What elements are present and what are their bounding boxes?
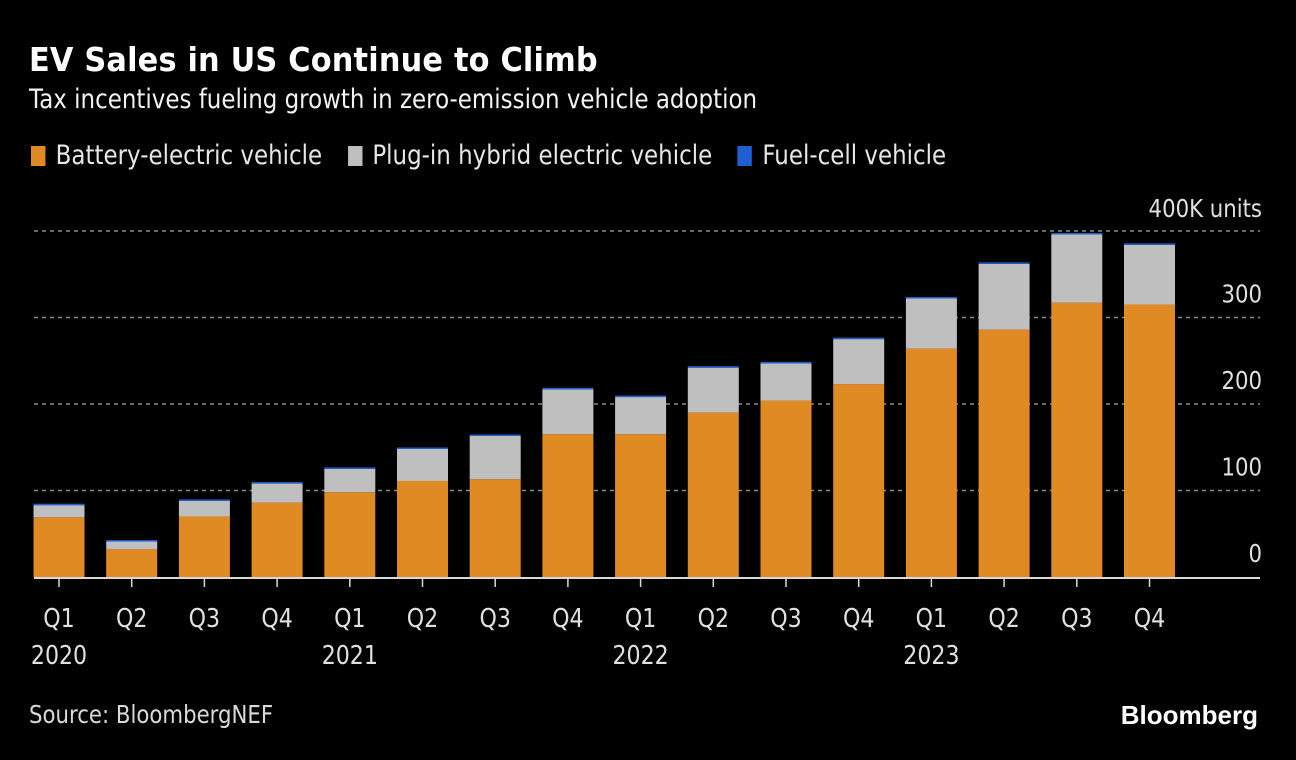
x-tick-label: Q4 xyxy=(843,603,874,633)
bar-fcv xyxy=(687,366,739,368)
x-year-label: 2023 xyxy=(903,640,959,670)
bar-bev xyxy=(397,480,448,577)
bar-fcv xyxy=(469,434,521,437)
bar-bev xyxy=(978,329,1030,577)
bar-phev xyxy=(978,263,1030,330)
bar-bev xyxy=(178,516,230,577)
source-note: Source: BloombergNEF xyxy=(29,700,274,729)
chart-subtitle: Tax incentives fueling growth in zero-em… xyxy=(29,84,758,115)
bloomberg-logo: Bloomberg xyxy=(1120,700,1258,730)
bar-phev xyxy=(469,436,521,480)
bar-fcv xyxy=(978,262,1030,264)
bar-fcv xyxy=(178,499,230,501)
bar-bev xyxy=(324,492,376,577)
bar-bev xyxy=(106,549,158,577)
x-year-label: 2022 xyxy=(613,640,669,670)
bar-bev xyxy=(687,412,739,577)
legend-label-fcv: Fuel-cell vehicle xyxy=(762,140,947,171)
bar-bev xyxy=(1051,302,1103,577)
x-axis: Q1 2020 Q2 Q3 Q4 Q1 2021 Q2 Q3 Q4 Q1 2022 Q2 Q3 Q4 Q1 20… xyxy=(31,577,1260,670)
bar-fcv xyxy=(1124,243,1175,245)
bar-fcv xyxy=(542,387,594,390)
bar-fcv xyxy=(1051,232,1103,235)
bar-phev xyxy=(542,389,594,435)
legend-swatch-fcv xyxy=(737,145,753,166)
legend-label-phev: Plug-in hybrid electric vehicle xyxy=(372,140,713,171)
x-tick-label: Q1 xyxy=(916,603,947,633)
bar-bev xyxy=(1124,304,1175,577)
bar-phev xyxy=(397,448,448,481)
bar-fcv xyxy=(251,482,303,484)
bar-fcv xyxy=(397,447,448,449)
bar-bev xyxy=(251,502,303,577)
bar-bev xyxy=(469,479,521,577)
x-tick-label: Q4 xyxy=(1134,603,1165,633)
x-tick-label: Q2 xyxy=(698,603,729,633)
x-tick-label: Q4 xyxy=(552,603,583,633)
y-axis-labels: 0 100 200 300 400K units xyxy=(1149,194,1262,568)
x-tick-label: Q1 xyxy=(334,603,365,633)
bar-fcv xyxy=(106,540,158,542)
legend-label-bev: Battery-electric vehicle xyxy=(55,140,323,171)
bar-phev xyxy=(324,468,376,493)
x-tick-label: Q1 xyxy=(43,603,74,633)
y-tick-label: 0 xyxy=(1248,539,1262,568)
bar-phev xyxy=(251,483,303,503)
bar-bev xyxy=(833,384,885,577)
bar-phev xyxy=(760,363,812,401)
y-tick-label: 100 xyxy=(1221,453,1262,482)
bar-fcv xyxy=(33,503,85,506)
x-year-label: 2020 xyxy=(31,640,87,670)
bar-phev xyxy=(615,397,667,435)
bar-phev xyxy=(1051,234,1103,303)
legend-swatch-phev xyxy=(347,145,363,166)
bar-phev xyxy=(33,505,85,518)
x-tick-label: Q3 xyxy=(770,603,801,633)
bar-phev xyxy=(905,298,957,349)
legend-item-bev: Battery-electric vehicle xyxy=(31,140,322,171)
chart-title: EV Sales in US Continue to Climb xyxy=(29,40,598,79)
x-year-label: 2021 xyxy=(322,640,378,670)
bar-bev xyxy=(615,434,667,577)
x-tick-label: Q3 xyxy=(479,603,510,633)
legend-item-fcv: Fuel-cell vehicle xyxy=(737,140,947,171)
y-tick-label: 300 xyxy=(1221,280,1262,309)
bar-phev xyxy=(687,367,739,413)
bar-phev xyxy=(106,541,158,550)
x-tick-label: Q3 xyxy=(1061,603,1092,633)
x-tick-label: Q3 xyxy=(189,603,220,633)
x-tick-label: Q2 xyxy=(988,603,1019,633)
bar-bev xyxy=(33,517,85,577)
bar-bev xyxy=(905,348,957,577)
bar-phev xyxy=(178,500,230,517)
y-tick-label: 200 xyxy=(1221,366,1262,395)
legend-swatch-bev xyxy=(31,145,46,166)
x-tick-label: Q2 xyxy=(407,603,438,633)
bars xyxy=(33,232,1175,577)
x-tick-label: Q4 xyxy=(261,603,292,633)
bar-fcv xyxy=(833,337,885,340)
y-tick-label: 400K units xyxy=(1149,194,1262,223)
legend: Battery-electric vehicle Plug-in hybrid … xyxy=(31,140,972,171)
bar-fcv xyxy=(760,361,812,364)
bar-bev xyxy=(760,400,812,577)
bar-phev xyxy=(833,339,885,385)
bar-phev xyxy=(1124,244,1175,305)
bar-bev xyxy=(542,434,594,577)
legend-item-phev: Plug-in hybrid electric vehicle xyxy=(347,140,713,171)
bar-fcv xyxy=(324,467,376,469)
x-tick-label: Q2 xyxy=(116,603,147,633)
bar-fcv xyxy=(615,395,667,398)
bar-fcv xyxy=(905,296,957,299)
x-tick-label: Q1 xyxy=(625,603,656,633)
